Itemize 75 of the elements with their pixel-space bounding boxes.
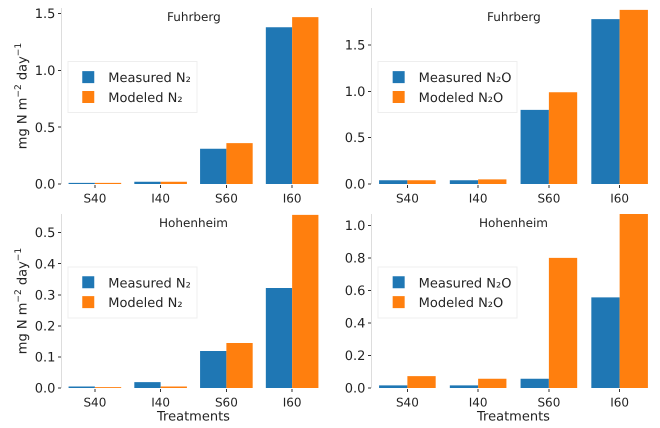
y-tick-label: 1.0 [344,218,366,234]
legend-label: Measured N₂O [418,276,512,292]
x-tick-label: S40 [83,395,106,410]
x-tick-label: S40 [396,395,419,410]
y-tick-label: 0.3 [34,288,56,304]
y-tick-label: 1.5 [34,7,56,22]
y-tick-label: 0.4 [34,257,56,272]
bar [407,180,436,184]
y-tick-label: 1.0 [34,64,56,79]
bar [620,10,648,184]
bar [226,143,253,184]
legend-label: Modeled N₂O [418,296,504,312]
x-axis-title: Treatments [156,409,230,424]
x-tick-label: I40 [468,191,488,206]
chart-title: Fuhrberg [167,10,221,24]
bar [292,214,318,388]
legend-label: Modeled N₂O [418,91,504,106]
y-tick-label: 0.6 [344,284,366,299]
y-tick-label: 0.2 [34,319,56,334]
x-tick-label: I40 [151,395,170,410]
y-tick-label: 1.5 [344,38,366,54]
bar [134,382,161,388]
x-tick-label: S40 [83,191,106,206]
x-tick-label: S60 [214,395,238,410]
chart-title: Hohenheim [479,216,548,230]
bar [520,110,549,184]
x-tick-label: I60 [282,395,302,410]
x-tick-label: I60 [610,191,630,206]
bar [450,385,478,388]
y-tick-label: 0.1 [34,350,56,366]
bar [226,342,253,388]
bar [407,376,436,388]
bar [379,180,408,184]
y-tick-label: 0.0 [34,178,56,193]
y-tick-label: 0.8 [344,251,366,266]
x-axis-title: Treatments [476,409,550,424]
x-tick-label: I40 [468,395,488,410]
bar [478,179,506,184]
bar [478,378,506,388]
bar [266,288,292,388]
x-tick-label: S60 [537,191,560,206]
legend-label: Measured N₂ [108,71,191,86]
bar [200,148,226,184]
y-tick-label: 0.5 [34,120,56,136]
y-tick-label: 1.0 [344,84,366,100]
y-tick-label: 0.5 [34,226,56,242]
y-tick-label: 0.4 [344,316,366,332]
legend-label: Measured N₂O [418,71,512,86]
bar [266,27,292,184]
chart-title: Fuhrberg [487,10,541,24]
bar [292,17,318,184]
x-tick-label: S60 [537,395,560,410]
chart-title: Hohenheim [159,216,228,230]
bar [200,351,226,388]
x-tick-label: S60 [214,191,238,206]
x-tick-label: S40 [396,191,419,206]
bar [591,297,620,388]
y-tick-label: 0.0 [34,382,56,397]
bar [620,214,648,388]
y-tick-label: 0.0 [344,178,366,193]
bar [591,19,620,184]
bar [520,378,549,388]
y-tick-label: 0.5 [344,131,366,146]
legend-label: Modeled N₂ [108,91,183,106]
y-tick-label: 0.0 [344,382,366,397]
bar [548,258,578,388]
x-tick-label: I40 [151,191,170,206]
bar [450,180,478,184]
x-tick-label: I60 [610,395,630,410]
bar [379,385,408,388]
y-tick-label: 0.2 [344,349,366,364]
bar [548,92,578,184]
legend-label: Measured N₂ [108,276,191,292]
legend-label: Modeled N₂ [108,296,183,312]
x-tick-label: I60 [282,191,302,206]
